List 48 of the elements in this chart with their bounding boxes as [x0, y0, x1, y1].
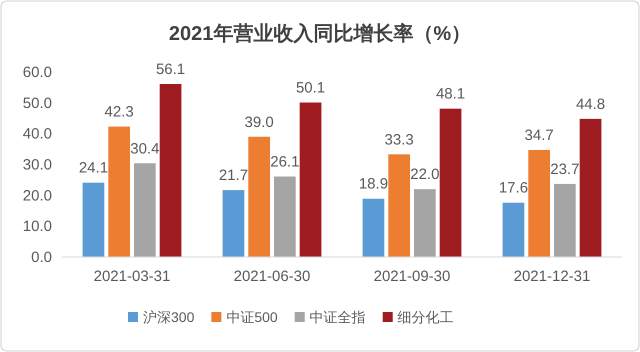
bar	[82, 182, 104, 257]
data-label: 48.1	[436, 86, 466, 103]
y-tick-label: 40.0	[22, 126, 52, 143]
legend-label: 沪深300	[143, 309, 195, 325]
data-label: 30.4	[130, 140, 160, 158]
bar	[362, 198, 384, 257]
y-tick-label: 0.0	[31, 249, 52, 266]
bar	[528, 150, 550, 257]
bar	[440, 108, 462, 257]
bar	[134, 163, 156, 257]
legend-label: 中证500	[226, 309, 278, 325]
y-tick-label: 10.0	[22, 218, 52, 236]
bar	[580, 118, 602, 257]
data-label: 24.1	[78, 160, 108, 177]
x-tick-label: 2021-12-31	[514, 268, 590, 285]
data-label: 34.7	[524, 127, 554, 144]
bar	[502, 202, 524, 257]
x-tick-label: 2021-06-30	[234, 268, 310, 285]
data-label: 39.0	[244, 114, 274, 131]
x-tick-label: 2021-03-31	[94, 268, 170, 285]
bar	[388, 154, 410, 257]
bar	[248, 136, 270, 257]
data-label: 18.9	[358, 176, 388, 193]
legend-label: 中证全指	[310, 309, 366, 325]
bar	[160, 84, 182, 257]
y-tick-label: 50.0	[22, 94, 52, 112]
data-label: 23.7	[550, 160, 580, 178]
data-label: 56.1	[156, 61, 186, 78]
x-tick-label: 2021-09-30	[374, 268, 450, 285]
bar	[108, 126, 130, 257]
legend-label: 细分化工	[398, 309, 454, 325]
data-label: 33.3	[384, 131, 414, 148]
data-label: 44.8	[576, 96, 606, 113]
y-tick-label: 60.0	[22, 64, 52, 81]
data-label: 17.6	[498, 180, 528, 197]
y-tick-label: 30.0	[22, 156, 52, 174]
data-label: 26.1	[270, 154, 300, 171]
bar	[554, 184, 576, 257]
bar	[414, 189, 436, 257]
bar	[300, 102, 322, 257]
bar	[274, 176, 296, 257]
bar	[222, 190, 244, 257]
chart-title: 2021年营业收入同比增长率（%）	[168, 22, 472, 45]
data-label: 42.3	[104, 104, 134, 121]
data-label: 22.0	[410, 166, 440, 184]
data-label: 21.7	[218, 167, 248, 184]
y-tick-label: 20.0	[22, 187, 52, 204]
data-label: 50.1	[296, 80, 326, 97]
